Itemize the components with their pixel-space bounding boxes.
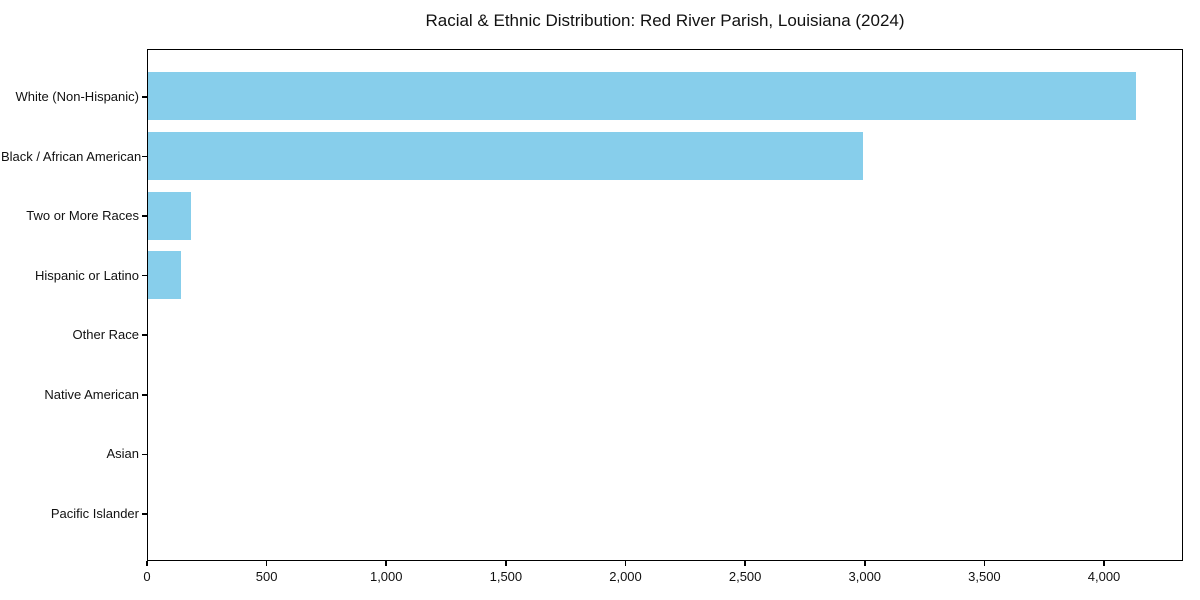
x-tick-label: 4,000 (1087, 569, 1121, 584)
y-tick-mark (142, 155, 147, 158)
y-tick-mark (142, 393, 147, 396)
x-tick-label: 2,500 (728, 569, 762, 584)
y-axis-label: Two or More Races (26, 208, 139, 224)
x-tick-mark (983, 561, 986, 566)
y-axis-label: Asian (106, 446, 139, 462)
x-tick-mark (146, 561, 148, 566)
x-tick-mark (624, 561, 627, 566)
bar (148, 72, 1136, 121)
y-axis-label: Native American (44, 386, 139, 402)
x-tick-mark (265, 561, 268, 566)
y-axis-label: Hispanic or Latino (34, 267, 139, 283)
y-axis-label: Other Race (72, 327, 139, 343)
x-tick-label: 1,500 (489, 569, 523, 584)
y-axis-label: White (Non-Hispanic) (15, 89, 139, 104)
x-tick-label: 2,000 (609, 569, 642, 584)
x-tick-label: 3,000 (848, 569, 882, 584)
x-tick-label: 1,000 (369, 569, 403, 584)
bar (148, 251, 181, 300)
y-tick-mark (142, 334, 147, 336)
plot-area (147, 49, 1183, 561)
x-tick-label: 0 (143, 569, 151, 584)
x-tick-mark (744, 561, 746, 566)
x-tick-label: 500 (255, 569, 278, 584)
y-axis-label: Pacific Islander (50, 505, 139, 521)
y-axis-label: Black / African American (1, 148, 142, 164)
x-tick-label: 3,500 (968, 569, 1001, 584)
x-tick-mark (505, 561, 507, 566)
y-tick-mark (142, 453, 147, 456)
y-tick-mark (142, 215, 147, 217)
x-tick-mark (863, 561, 866, 566)
y-tick-mark (142, 274, 147, 277)
x-tick-mark (1103, 561, 1105, 566)
chart-title: Racial & Ethnic Distribution: Red River … (425, 11, 905, 30)
bar (148, 191, 191, 240)
bar (148, 131, 863, 180)
y-tick-mark (142, 96, 147, 98)
y-tick-mark (142, 513, 147, 515)
x-tick-mark (385, 561, 388, 566)
